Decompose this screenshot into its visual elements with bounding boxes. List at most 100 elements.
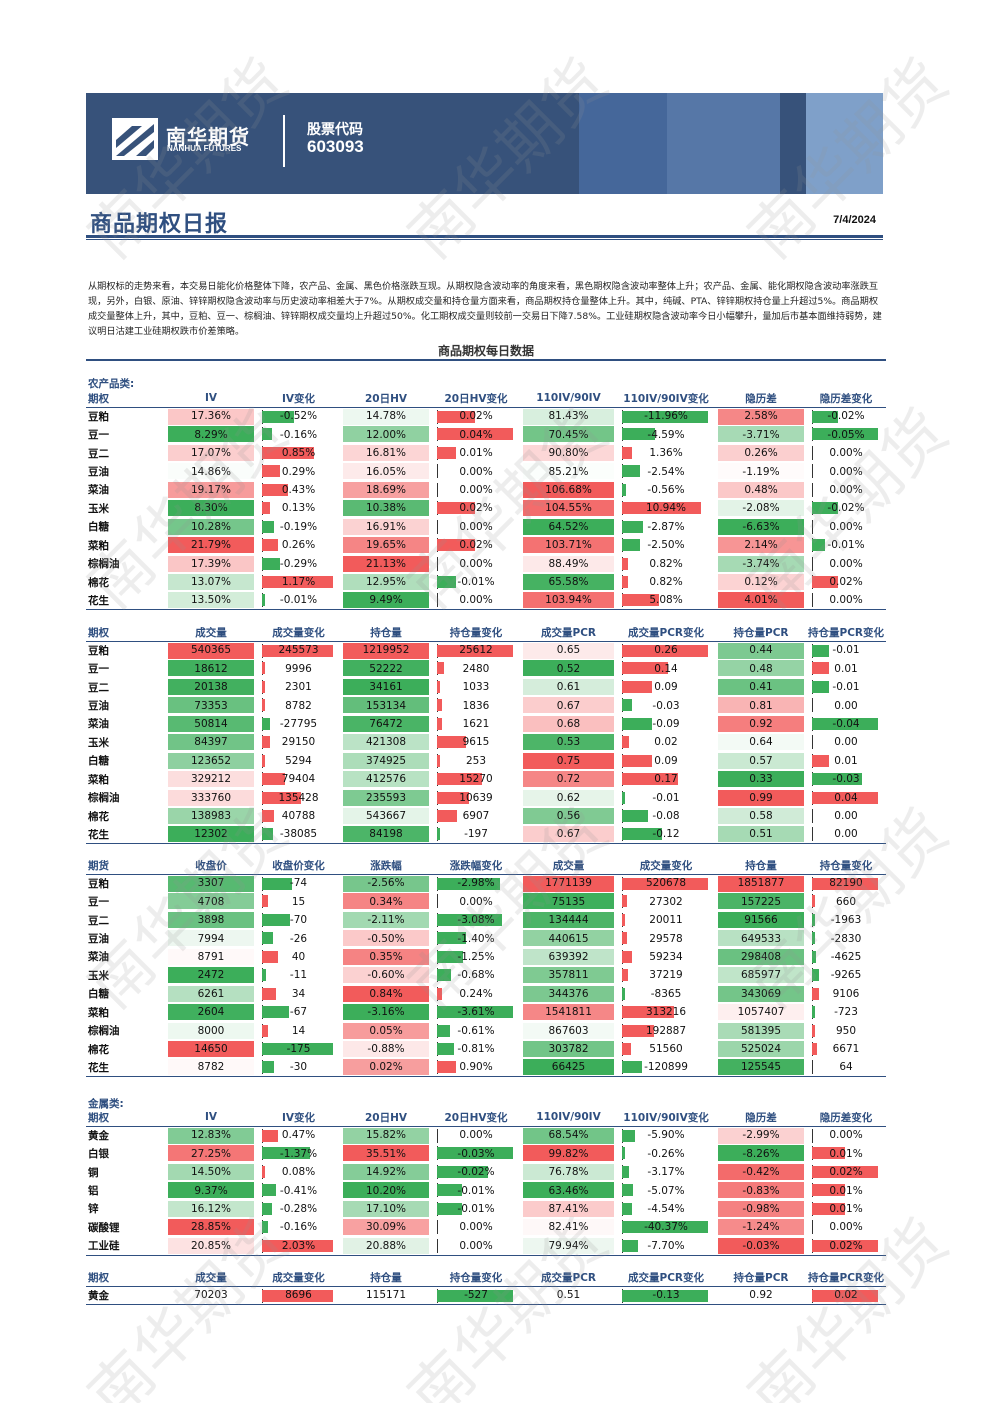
table-cell: 76.78% — [521, 1163, 616, 1181]
heat-fill — [718, 875, 804, 892]
table-cell: -0.60% — [341, 966, 431, 984]
heat-fill — [168, 985, 254, 1002]
data-bar — [437, 754, 440, 767]
cell-value: -0.16% — [279, 1221, 318, 1234]
data-bar — [622, 502, 701, 515]
table-cell: 2480 — [431, 659, 521, 677]
cell-value: 82.41% — [548, 1221, 589, 1234]
data-bar — [262, 662, 265, 675]
cell-value: 157225 — [740, 895, 782, 908]
data-bar — [262, 987, 276, 1000]
table-cell: 5294 — [256, 752, 341, 770]
cell-value: 0.99 — [749, 791, 773, 804]
cell-value: 520678 — [645, 877, 687, 890]
table-cell: 0.57 — [716, 752, 806, 770]
heat-fill — [168, 555, 254, 572]
column-header: 成交量变化 — [639, 859, 693, 872]
cell-value: -67 — [289, 1006, 308, 1019]
cell-value: 0.01 — [834, 754, 858, 767]
table-cell: 65.58% — [521, 573, 616, 591]
data-bar — [262, 1184, 277, 1197]
table-cell: 0.01 — [806, 659, 886, 677]
column-header: 成交量PCR变化 — [628, 1271, 704, 1284]
cell-value: 138983 — [190, 810, 232, 823]
table-cell: 0.01% — [806, 1200, 886, 1218]
data-bar — [437, 428, 513, 441]
cell-value: 34161 — [369, 681, 403, 694]
table-row: 玉米 2472 -11 -0.60% -0.68% 357811 37219 685977 -9… — [86, 966, 886, 984]
table-cell: -2.98% — [431, 874, 521, 892]
cell-value: 0.02% — [829, 576, 863, 589]
cell-value: 8782 — [285, 699, 312, 712]
cell-value: 34 — [291, 987, 306, 1000]
cell-value: 40788 — [281, 810, 316, 823]
heat-fill — [523, 1200, 614, 1217]
table-cell: -0.29% — [256, 555, 341, 573]
heat-fill — [168, 875, 254, 892]
cell-value: 99.82% — [548, 1147, 589, 1160]
data-bar — [262, 410, 294, 423]
heat-fill — [343, 752, 429, 769]
cell-value: 0.67 — [556, 828, 581, 841]
table-cell: 0.04% — [431, 425, 521, 443]
bar-axis — [437, 482, 438, 497]
cell-value: 20138 — [194, 681, 228, 694]
cell-value: 660 — [835, 895, 857, 908]
table-cell: 0.00% — [431, 555, 521, 573]
table-cell: 87.41% — [521, 1200, 616, 1218]
heat-fill — [343, 573, 429, 590]
heat-fill — [718, 1219, 804, 1236]
row-name: 菜粕 — [88, 539, 109, 552]
table-cell: 0.72 — [521, 770, 616, 788]
cell-value: 8000 — [197, 1024, 225, 1037]
banner-block — [667, 93, 780, 194]
metal-iv-table: 期权 IV IV变化 20日HV 20日HV变化 110IV/90IV 110IV/90IV… — [86, 1109, 886, 1256]
table-cell: 520678 — [616, 874, 716, 892]
heat-fill — [343, 911, 429, 928]
table-cell: 8782 — [256, 696, 341, 714]
data-bar — [812, 932, 815, 945]
column-header: 涨跌幅变化 — [449, 859, 503, 872]
table-cell: 0.00% — [431, 462, 521, 480]
heat-fill — [168, 930, 254, 947]
cell-value: 0.02% — [459, 410, 493, 423]
cell-value: 2.58% — [744, 410, 778, 423]
cell-value: -0.42% — [742, 1166, 780, 1179]
table-cell: 14.92% — [341, 1163, 431, 1181]
data-bar — [622, 557, 628, 570]
data-bar — [262, 575, 333, 588]
row-name: 工业硅 — [88, 1240, 120, 1253]
divider — [86, 235, 883, 238]
data-bar — [262, 644, 333, 657]
cell-value: 0.61 — [556, 681, 581, 694]
divider — [86, 239, 883, 240]
column-header: 20日HV — [364, 1111, 408, 1124]
cell-value: -26 — [289, 932, 308, 945]
cell-value: 192887 — [645, 1024, 687, 1037]
cell-value: 14.86% — [190, 465, 232, 478]
heat-fill — [343, 893, 429, 910]
table-cell: 4.01% — [716, 591, 806, 609]
header-banner: 南华期货 NANHUA FUTURES 股票代码 603093 — [86, 93, 883, 194]
table-row: 菜油 19.17% 0.43% 18.69% 0.00% 106.68% -0.56% 0.4… — [86, 481, 886, 499]
cell-value: -8.26% — [742, 1147, 780, 1160]
row-name: 豆油 — [88, 700, 109, 713]
cell-value: 81.43% — [548, 410, 589, 423]
table-cell: 1.17% — [256, 573, 341, 591]
cell-value: -8365 — [650, 987, 682, 1000]
cell-value: 0.01% — [829, 1202, 863, 1215]
cell-value: -0.01% — [457, 1184, 495, 1197]
cell-value: -723 — [834, 1006, 858, 1019]
column-header: 成交量 — [195, 626, 227, 639]
table-cell: 0.01% — [431, 444, 521, 462]
table-row: 菜油 50814 -27795 76472 1621 0.68 -0.09 0.92 -0.04 — [86, 715, 886, 733]
heat-fill — [718, 948, 804, 965]
table-row: 豆一 18612 9996 52222 2480 0.52 0.14 0.48 0.01 — [86, 659, 886, 677]
cell-value: 0.00 — [834, 810, 858, 823]
heat-fill — [168, 789, 254, 806]
table-cell: 0.82% — [616, 573, 716, 591]
cell-value: 0.48% — [744, 483, 778, 496]
data-bar — [622, 754, 652, 767]
table-cell: -0.50% — [341, 929, 431, 947]
cell-value: 0.00% — [829, 1221, 863, 1234]
